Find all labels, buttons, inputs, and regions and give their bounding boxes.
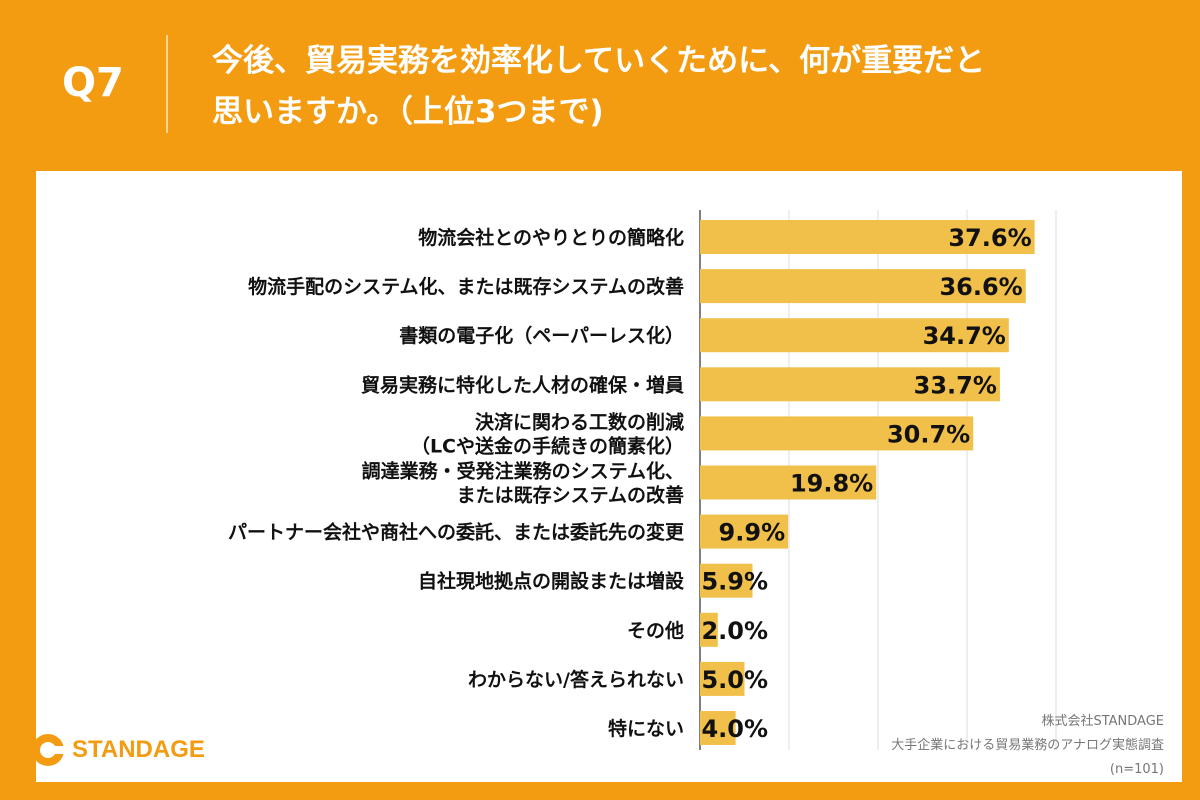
category-label: （LCや送金の手続きの簡素化）: [411, 434, 684, 457]
bar: [700, 612, 718, 647]
bar: [700, 269, 1026, 304]
category-label: 物流会社とのやりとりの簡略化: [418, 226, 684, 249]
value-label: 33.7%: [914, 371, 997, 399]
bar: [700, 416, 974, 451]
source-note: 株式会社STANDAGE 大手企業における貿易業務のアナログ実態調査 (n=10…: [891, 710, 1164, 782]
category-label: わからない/答えられない: [468, 668, 684, 691]
category-label: 貿易実務に特化した人材の確保・増員: [361, 373, 684, 396]
value-label: 37.6%: [948, 224, 1031, 252]
standage-logo-icon: [32, 734, 66, 766]
category-label: 調達業務・受発注業務のシステム化、: [362, 460, 684, 483]
value-label: 9.9%: [719, 519, 786, 547]
category-label: その他: [627, 619, 684, 642]
question-number: Q7: [62, 60, 124, 106]
bar: [700, 563, 753, 598]
category-label: 決済に関わる工数の削減: [475, 410, 684, 433]
value-label: 5.0%: [701, 666, 768, 694]
value-label: 36.6%: [939, 273, 1022, 301]
question-text: 今後、貿易実務を効率化していくために、何が重要だと 思いますか。（上位3つまで): [212, 36, 1112, 138]
logo-text: STANDAGE: [72, 736, 205, 763]
question-line-2: 思いますか。（上位3つまで): [212, 94, 604, 130]
header: Q7 今後、貿易実務を効率化していくために、何が重要だと 思いますか。（上位3つ…: [0, 0, 1200, 165]
bar: [700, 220, 1035, 254]
category-label: 書類の電子化（ペーパーレス化）: [399, 324, 684, 347]
source-company: 株式会社STANDAGE: [1041, 714, 1164, 729]
bar: [700, 367, 1000, 402]
category-label: 特にない: [608, 718, 684, 740]
category-label: 自社現地拠点の開設または増設: [418, 570, 685, 593]
question-line-1: 今後、貿易実務を効率化していくために、何が重要だと: [212, 43, 986, 79]
value-label: 2.0%: [701, 617, 768, 645]
bar: [700, 318, 1009, 353]
bar: [700, 711, 736, 745]
bar: [700, 661, 745, 696]
source-sample-size: (n=101): [1109, 762, 1164, 777]
bar: [700, 514, 789, 549]
category-label: 物流手配のシステム化、または既存システムの改善: [248, 275, 684, 298]
header-divider: [166, 35, 168, 133]
value-label: 5.9%: [701, 568, 768, 596]
value-label: 19.8%: [790, 470, 873, 498]
source-survey: 大手企業における貿易業務のアナログ実態調査: [891, 738, 1164, 753]
bar: [700, 465, 877, 500]
value-label: 30.7%: [887, 420, 970, 448]
value-label: 34.7%: [923, 322, 1006, 350]
category-label: パートナー会社や商社への委託、または委託先の変更: [228, 521, 685, 544]
category-label: または既存システムの改善: [457, 484, 684, 507]
standage-logo: STANDAGE: [30, 732, 205, 768]
value-label: 4.0%: [701, 715, 768, 743]
